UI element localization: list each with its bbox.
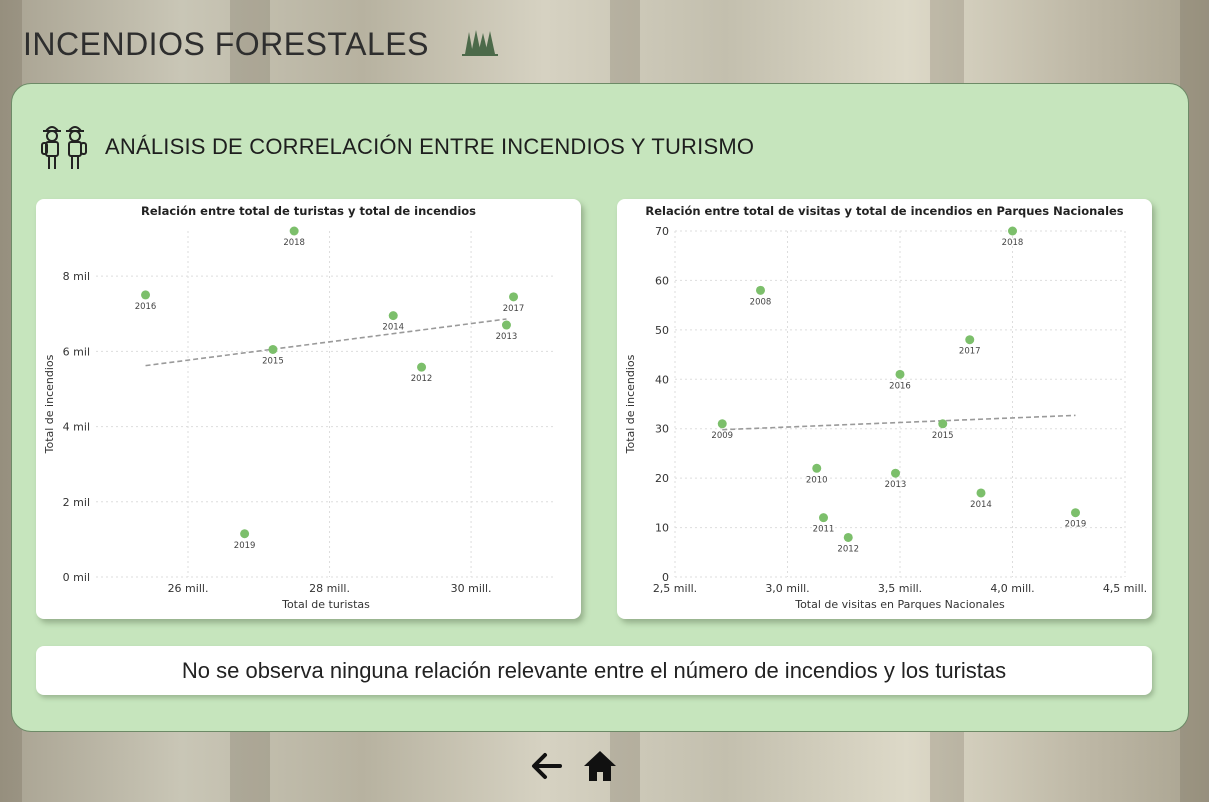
y-tick-label: 70 bbox=[655, 225, 669, 238]
x-tick-label: 3,0 mill. bbox=[765, 582, 809, 595]
data-point bbox=[843, 532, 853, 542]
data-point-label: 2017 bbox=[959, 347, 981, 357]
data-point bbox=[976, 488, 986, 498]
chart-title: Relación entre total de turistas y total… bbox=[141, 204, 476, 218]
data-point-label: 2012 bbox=[837, 544, 859, 554]
data-point bbox=[1071, 508, 1080, 518]
y-tick-label: 6 mil bbox=[63, 345, 90, 358]
x-tick-label: 3,5 mill. bbox=[878, 582, 922, 595]
data-point-label: 2011 bbox=[813, 525, 835, 535]
page-title: INCENDIOS FORESTALES bbox=[23, 26, 429, 62]
x-axis-label: Total de turistas bbox=[281, 598, 370, 611]
data-point-label: 2013 bbox=[496, 332, 518, 342]
data-point bbox=[417, 362, 427, 372]
panel-title: ANÁLISIS DE CORRELACIÓN ENTRE INCENDIOS … bbox=[105, 134, 755, 159]
pine-trees-icon bbox=[462, 30, 498, 56]
data-point-label: 2018 bbox=[283, 238, 305, 248]
data-point bbox=[268, 344, 278, 354]
data-point-label: 2015 bbox=[932, 431, 954, 441]
data-point bbox=[717, 419, 727, 429]
x-tick-label: 30 mill. bbox=[451, 582, 492, 595]
data-point-label: 2018 bbox=[1002, 238, 1024, 248]
y-tick-label: 50 bbox=[655, 324, 669, 337]
y-tick-label: 0 bbox=[662, 571, 669, 584]
y-tick-label: 30 bbox=[655, 423, 669, 436]
data-point bbox=[1008, 226, 1017, 236]
trend-line bbox=[145, 318, 507, 367]
y-tick-label: 10 bbox=[655, 522, 669, 535]
data-point-label: 2010 bbox=[806, 475, 828, 485]
hikers-icon bbox=[41, 126, 87, 169]
data-point bbox=[891, 468, 900, 478]
data-point-label: 2017 bbox=[503, 304, 525, 314]
data-point bbox=[240, 529, 250, 539]
data-point-label: 2012 bbox=[411, 374, 433, 384]
y-tick-label: 4 mil bbox=[63, 421, 90, 434]
data-point-label: 2009 bbox=[711, 431, 733, 441]
data-point bbox=[141, 290, 151, 300]
data-point bbox=[965, 335, 975, 345]
scatter-chart-tourists: Relación entre total de turistas y total… bbox=[43, 204, 556, 611]
chart-tourists-vs-fires: Relación entre total de turistas y total… bbox=[36, 199, 581, 619]
x-tick-label: 4,5 mill. bbox=[1103, 582, 1147, 595]
y-axis-label: Total de incendios bbox=[43, 354, 56, 454]
data-point-label: 2013 bbox=[885, 480, 907, 490]
x-tick-label: 28 mill. bbox=[309, 582, 350, 595]
data-point-label: 2019 bbox=[234, 541, 256, 551]
data-point bbox=[501, 320, 511, 330]
data-point-label: 2008 bbox=[750, 297, 772, 307]
home-icon[interactable] bbox=[582, 748, 618, 784]
data-point-label: 2015 bbox=[262, 356, 284, 366]
data-point bbox=[895, 369, 905, 379]
y-tick-label: 8 mil bbox=[63, 270, 90, 283]
data-point bbox=[938, 419, 948, 429]
y-tick-label: 2 mil bbox=[63, 496, 90, 509]
x-tick-label: 2,5 mill. bbox=[653, 582, 697, 595]
data-point bbox=[819, 513, 828, 523]
y-tick-label: 40 bbox=[655, 373, 669, 386]
chart-park-visits-vs-fires: Relación entre total de visitas y total … bbox=[617, 199, 1152, 619]
scatter-chart-park-visits: Relación entre total de visitas y total … bbox=[624, 204, 1147, 611]
data-point bbox=[509, 292, 519, 302]
data-point-label: 2014 bbox=[382, 323, 404, 333]
data-point bbox=[289, 226, 299, 236]
data-point bbox=[812, 463, 822, 473]
data-point-label: 2014 bbox=[970, 500, 992, 510]
chart-title: Relación entre total de visitas y total … bbox=[645, 204, 1123, 218]
y-tick-label: 60 bbox=[655, 274, 669, 287]
data-point-label: 2016 bbox=[135, 302, 157, 312]
x-tick-label: 26 mill. bbox=[168, 582, 209, 595]
x-tick-label: 4,0 mill. bbox=[990, 582, 1034, 595]
data-point bbox=[388, 311, 398, 321]
data-point-label: 2019 bbox=[1065, 520, 1087, 530]
data-point-label: 2016 bbox=[889, 381, 911, 391]
arrow-left-icon[interactable] bbox=[528, 748, 564, 784]
y-tick-label: 0 mil bbox=[63, 571, 90, 584]
y-tick-label: 20 bbox=[655, 472, 669, 485]
data-point bbox=[756, 285, 765, 295]
x-axis-label: Total de visitas en Parques Nacionales bbox=[794, 598, 1005, 611]
trend-line bbox=[722, 414, 1076, 431]
conclusion-box: No se observa ninguna relación relevante… bbox=[36, 646, 1152, 695]
y-axis-label: Total de incendios bbox=[624, 354, 637, 454]
conclusion-text: No se observa ninguna relación relevante… bbox=[181, 657, 1007, 683]
